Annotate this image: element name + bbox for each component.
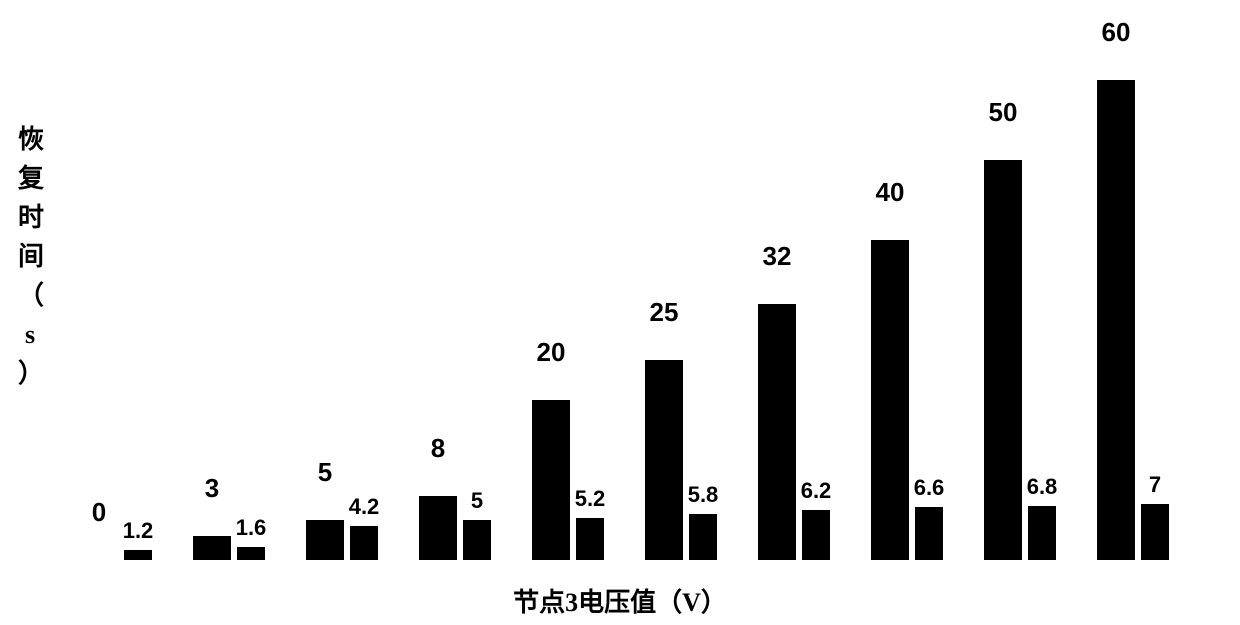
bar-group: 607 [1097, 30, 1209, 560]
bar-series1 [758, 304, 796, 560]
bar-label-series2: 1.2 [106, 518, 170, 544]
bar-series2 [915, 507, 943, 560]
bar-label-series2: 5.2 [558, 486, 622, 512]
bar-label-series2: 5 [445, 488, 509, 514]
bar-series1 [871, 240, 909, 560]
bar-series2 [463, 520, 491, 560]
bar-series2 [576, 518, 604, 560]
bar-group: 205.2 [532, 30, 644, 560]
bar-label-series1: 3 [183, 473, 241, 504]
bar-group: 01.2 [80, 30, 192, 560]
bar-group: 406.6 [871, 30, 983, 560]
bar-label-series2: 4.2 [332, 494, 396, 520]
bar-series2 [689, 514, 717, 560]
bar-series1 [532, 400, 570, 560]
bar-group: 31.6 [193, 30, 305, 560]
bar-label-series2: 6.6 [897, 475, 961, 501]
bar-label-series2: 1.6 [219, 515, 283, 541]
bar-series2 [350, 526, 378, 560]
plot-area: 01.231.654.285205.2255.8326.2406.6506.86… [80, 30, 1210, 560]
bar-series1 [306, 520, 344, 560]
bar-label-series1: 40 [861, 177, 919, 208]
bar-group: 506.8 [984, 30, 1096, 560]
bar-label-series1: 32 [748, 241, 806, 272]
bar-label-series1: 50 [974, 97, 1032, 128]
bar-group: 85 [419, 30, 531, 560]
bar-series1 [645, 360, 683, 560]
bar-series2 [1141, 504, 1169, 560]
x-axis-label: 节点3电压值（V） [0, 582, 1240, 619]
bar-label-series1: 20 [522, 337, 580, 368]
bar-series2 [1028, 506, 1056, 560]
x-axis-label-text: 节点3电压值（V） [513, 588, 727, 617]
bar-series2 [124, 550, 152, 560]
bar-label-series1: 8 [409, 433, 467, 464]
bar-label-series2: 7 [1123, 472, 1187, 498]
bar-label-series1: 25 [635, 297, 693, 328]
bar-series1 [984, 160, 1022, 560]
chart-container: 恢复时间（s） 01.231.654.285205.2255.8326.2406… [0, 0, 1240, 625]
bar-label-series2: 6.2 [784, 478, 848, 504]
bar-group: 54.2 [306, 30, 418, 560]
bar-label-series1: 60 [1087, 17, 1145, 48]
bar-label-series1: 5 [296, 457, 354, 488]
bar-group: 326.2 [758, 30, 870, 560]
bar-label-series2: 6.8 [1010, 474, 1074, 500]
bar-series2 [237, 547, 265, 560]
bar-label-series2: 5.8 [671, 482, 735, 508]
y-axis-label: 恢复时间（s） [18, 120, 42, 393]
bar-group: 255.8 [645, 30, 757, 560]
bar-series2 [802, 510, 830, 560]
